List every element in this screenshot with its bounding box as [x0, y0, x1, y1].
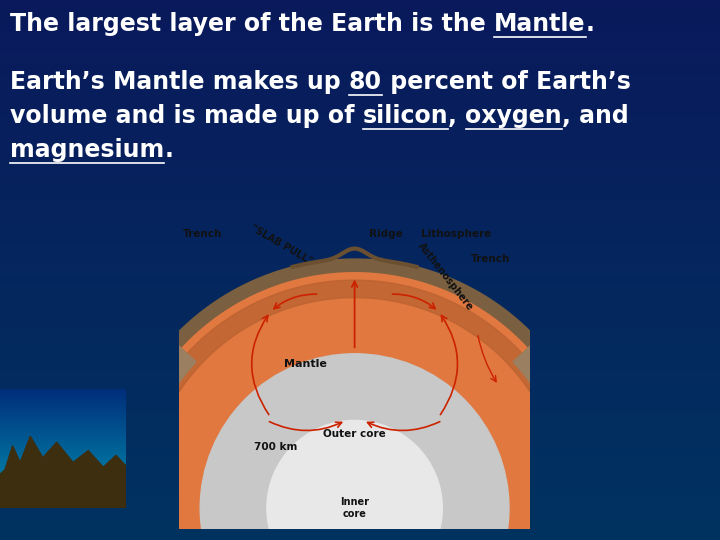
Polygon shape: [0, 436, 126, 508]
Polygon shape: [127, 280, 582, 508]
Circle shape: [112, 266, 597, 540]
Text: .: .: [164, 138, 173, 162]
Text: percent of Earth’s: percent of Earth’s: [382, 70, 631, 94]
Text: Mantle: Mantle: [494, 12, 585, 36]
Text: ,: ,: [449, 104, 466, 128]
Text: Outer core: Outer core: [323, 429, 386, 440]
Polygon shape: [117, 334, 196, 427]
Text: volume and is made up of: volume and is made up of: [10, 104, 363, 128]
Text: silicon: silicon: [363, 104, 449, 128]
Text: Mantle: Mantle: [284, 359, 327, 369]
Text: magnesium: magnesium: [10, 138, 164, 162]
Text: Lithosphere: Lithosphere: [421, 229, 492, 239]
Text: Asthenosphere: Asthenosphere: [416, 241, 475, 313]
Text: Inner
core: Inner core: [340, 497, 369, 519]
Text: 80: 80: [349, 70, 382, 94]
Text: oxygen: oxygen: [466, 104, 562, 128]
Text: Ridge: Ridge: [369, 229, 402, 239]
Text: "SLAB PULL": "SLAB PULL": [249, 224, 314, 267]
Polygon shape: [106, 259, 603, 508]
Text: The largest layer of the Earth is the: The largest layer of the Earth is the: [10, 12, 494, 36]
Text: 700 km: 700 km: [254, 442, 297, 452]
Circle shape: [200, 354, 509, 540]
Circle shape: [267, 421, 442, 540]
Text: Trench: Trench: [470, 254, 510, 264]
Polygon shape: [513, 334, 592, 427]
Text: Trench: Trench: [183, 229, 222, 239]
Text: Earth’s Mantle makes up: Earth’s Mantle makes up: [10, 70, 349, 94]
Text: , and: , and: [562, 104, 629, 128]
Text: .: .: [585, 12, 595, 36]
